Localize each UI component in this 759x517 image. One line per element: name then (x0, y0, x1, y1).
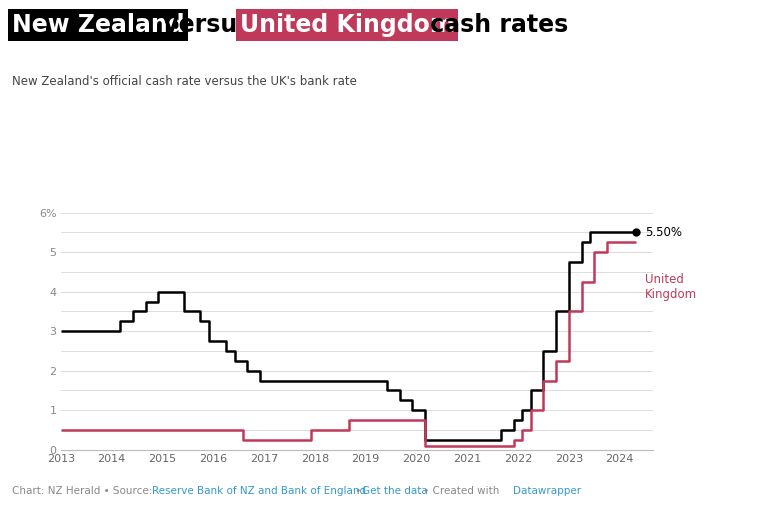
Text: New Zealand: New Zealand (12, 13, 184, 37)
Text: versus: versus (155, 13, 260, 37)
Text: Chart: NZ Herald • Source:: Chart: NZ Herald • Source: (12, 486, 156, 496)
Text: • Created with: • Created with (420, 486, 502, 496)
Text: United Kingdom: United Kingdom (240, 13, 455, 37)
Text: Reserve Bank of NZ and Bank of England: Reserve Bank of NZ and Bank of England (152, 486, 366, 496)
Text: cash rates: cash rates (422, 13, 568, 37)
Text: New Zealand's official cash rate versus the UK's bank rate: New Zealand's official cash rate versus … (12, 75, 357, 88)
Text: Get the data: Get the data (362, 486, 428, 496)
Text: 5.50%: 5.50% (645, 226, 682, 239)
Text: •: • (352, 486, 364, 496)
Text: Datawrapper: Datawrapper (513, 486, 581, 496)
Text: United
Kingdom: United Kingdom (645, 273, 697, 301)
